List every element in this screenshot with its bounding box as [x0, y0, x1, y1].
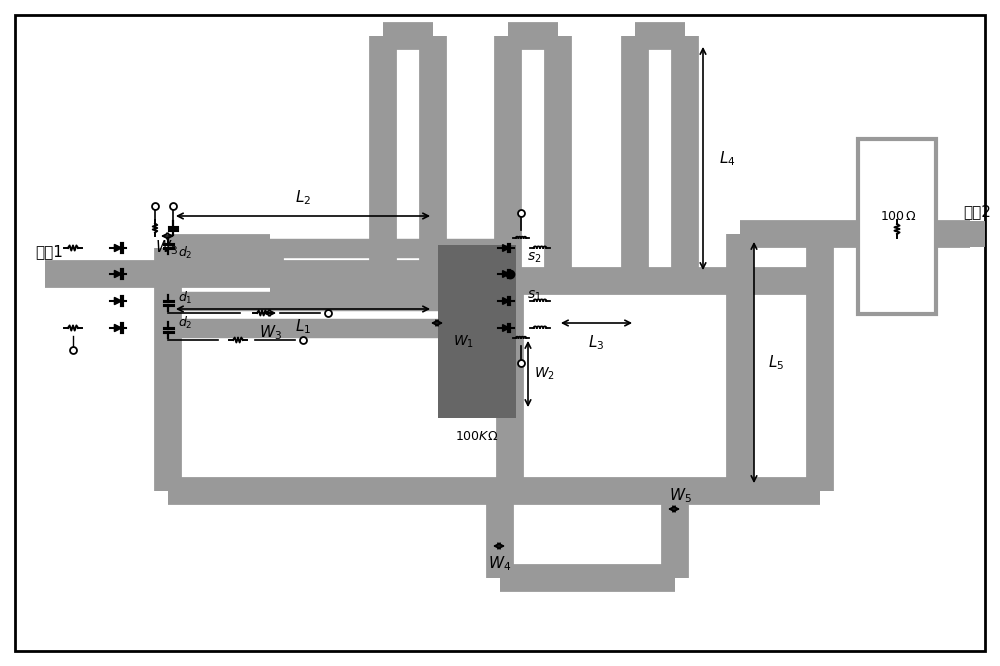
Text: $W_2$: $W_2$: [534, 366, 554, 382]
Text: $d_2$: $d_2$: [178, 315, 192, 331]
Bar: [438, 330, 516, 418]
Polygon shape: [114, 324, 122, 332]
Text: $s_1$: $s_1$: [527, 289, 541, 303]
Polygon shape: [114, 244, 122, 252]
Text: $d_2$: $d_2$: [178, 245, 192, 261]
Text: $100K\Omega$: $100K\Omega$: [455, 430, 499, 442]
Text: 端口1: 端口1: [35, 244, 63, 260]
Bar: [955, 221, 985, 247]
Text: $L_2$: $L_2$: [295, 188, 311, 207]
Text: $W_3$: $W_3$: [155, 238, 177, 257]
Text: $W_1$: $W_1$: [453, 334, 473, 350]
Text: $W_4$: $W_4$: [488, 555, 512, 573]
Polygon shape: [503, 324, 509, 332]
Text: $L_3$: $L_3$: [588, 334, 604, 352]
Text: $W_5$: $W_5$: [669, 487, 691, 505]
Polygon shape: [114, 298, 122, 304]
Bar: [858, 139, 936, 314]
Text: 端口2: 端口2: [963, 204, 991, 220]
Polygon shape: [503, 270, 509, 278]
Text: $W_3$: $W_3$: [259, 324, 281, 342]
Text: $100\,\Omega$: $100\,\Omega$: [880, 210, 918, 222]
Polygon shape: [114, 270, 122, 278]
Polygon shape: [503, 298, 509, 304]
Text: $L_5$: $L_5$: [768, 354, 784, 372]
Text: $L_1$: $L_1$: [295, 318, 311, 336]
Polygon shape: [503, 244, 509, 251]
Text: $d_1$: $d_1$: [178, 290, 192, 306]
Text: $L_4$: $L_4$: [719, 150, 735, 168]
Bar: [438, 245, 516, 331]
Text: $s_2$: $s_2$: [527, 251, 541, 265]
